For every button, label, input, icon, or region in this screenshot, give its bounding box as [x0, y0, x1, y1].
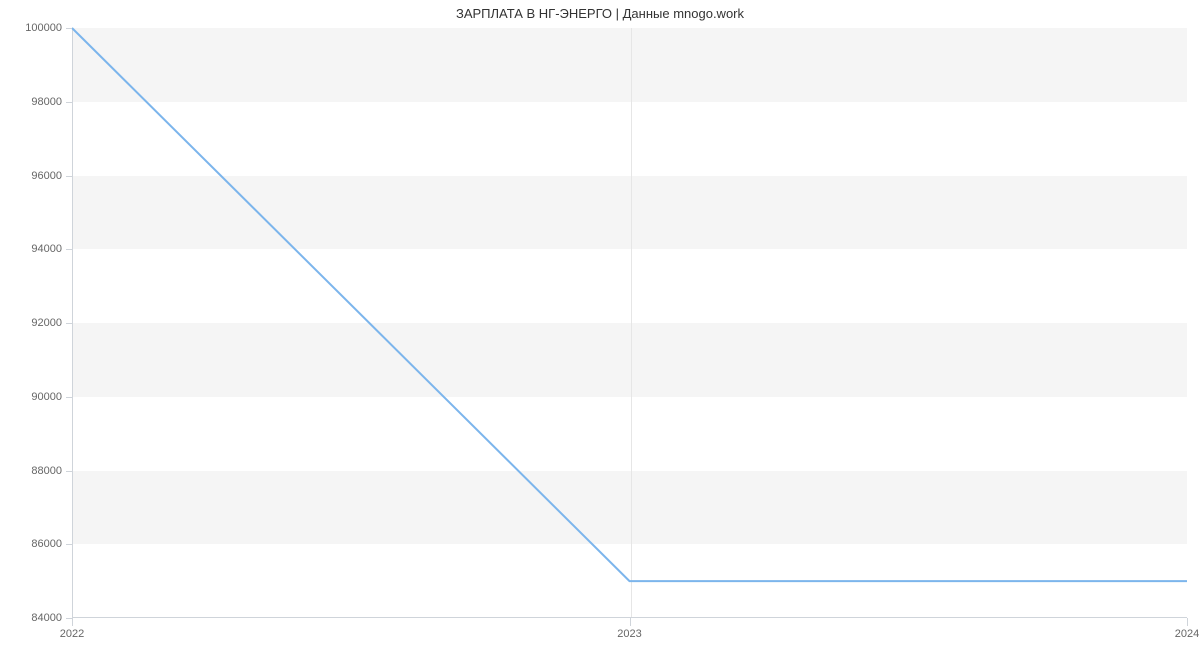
chart-title: ЗАРПЛАТА В НГ-ЭНЕРГО | Данные mnogo.work: [0, 6, 1200, 21]
y-axis-tick-mark: [66, 323, 72, 324]
y-axis-tick-mark: [66, 176, 72, 177]
y-axis-tick-mark: [66, 249, 72, 250]
y-axis-tick-label: 100000: [12, 22, 62, 34]
x-axis-tick-mark: [630, 618, 631, 626]
y-axis-tick-label: 98000: [12, 96, 62, 108]
y-axis-tick-label: 86000: [12, 538, 62, 550]
y-axis-tick-mark: [66, 397, 72, 398]
y-axis-tick-label: 94000: [12, 243, 62, 255]
x-axis-tick-mark: [1187, 618, 1188, 626]
y-axis-tick-label: 84000: [12, 612, 62, 624]
x-axis-tick-label: 2023: [617, 628, 641, 640]
y-axis-tick-mark: [66, 471, 72, 472]
y-axis-tick-label: 90000: [12, 391, 62, 403]
y-axis-tick-mark: [66, 102, 72, 103]
y-axis-tick-mark: [66, 28, 72, 29]
chart-container: { "chart": { "type": "line", "title": "З…: [0, 0, 1200, 650]
x-axis-tick-mark: [72, 618, 73, 626]
y-axis-tick-mark: [66, 544, 72, 545]
y-axis-tick-label: 96000: [12, 170, 62, 182]
x-axis-tick-label: 2024: [1175, 628, 1199, 640]
x-axis-tick-label: 2022: [60, 628, 84, 640]
series-line-salary: [72, 28, 1187, 581]
y-axis-tick-label: 88000: [12, 465, 62, 477]
y-axis-tick-label: 92000: [12, 317, 62, 329]
line-layer: [72, 28, 1187, 618]
plot-wrap: [72, 28, 1187, 618]
